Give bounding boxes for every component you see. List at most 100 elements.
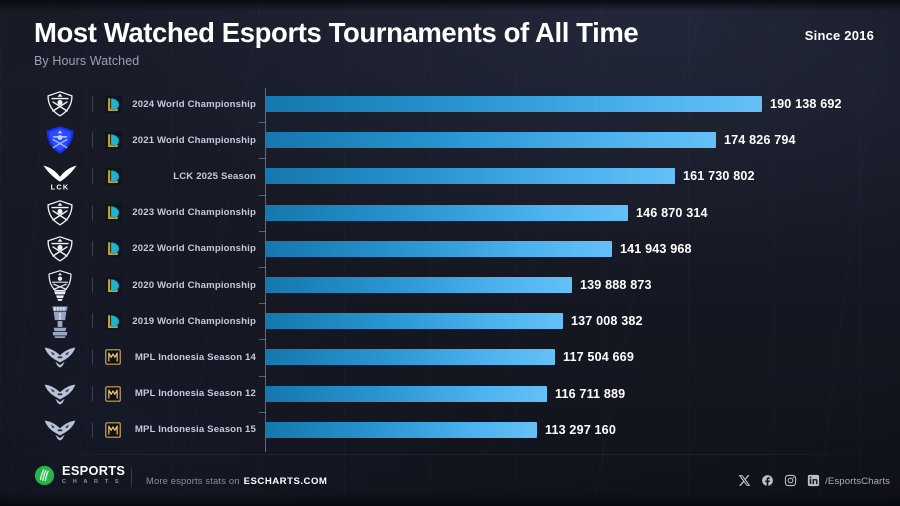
footer-separator (131, 468, 132, 487)
league-of-legends-icon (104, 276, 122, 294)
brand-name: ESPORTS (62, 463, 126, 479)
row-divider (92, 313, 93, 329)
chart-row: 2019 World Championship 137 008 382 (0, 303, 900, 339)
mobile-legends-icon (105, 421, 121, 438)
svg-text:LCK: LCK (51, 183, 70, 192)
footer-more-text: More esports stats on ESCHARTS.COM (146, 476, 327, 487)
league-of-legends-icon (104, 204, 122, 222)
axis-tick (259, 230, 266, 232)
row-divider (92, 241, 93, 257)
value-bar[interactable] (266, 421, 537, 438)
page-title: Most Watched Esports Tournaments of All … (34, 17, 639, 48)
since-label: Since 2016 (804, 28, 874, 43)
game-icon-cell (100, 376, 126, 412)
game-icon-cell (100, 412, 126, 448)
axis-tick (259, 411, 266, 413)
chart-row: 2021 World Championship 174 826 794 (0, 122, 900, 158)
game-icon-cell (100, 231, 126, 267)
header: Most Watched Esports Tournaments of All … (34, 18, 874, 74)
tournament-logo: LCK (34, 158, 86, 194)
league-of-legends-icon (104, 95, 122, 113)
axis-tick (259, 194, 266, 196)
tournament-name: 2024 World Championship (132, 98, 256, 110)
game-icon-cell (100, 267, 126, 303)
bottom-edge-band (0, 492, 900, 506)
worlds-2019-trophy-logo (52, 306, 68, 339)
value-bar[interactable] (266, 132, 716, 149)
x-icon[interactable] (738, 474, 751, 487)
axis-tick (259, 158, 266, 160)
chart-row: MPL Indonesia Season 12 116 711 889 (0, 375, 900, 412)
esports-charts-logo[interactable]: ESPORTS C H A R T S (34, 463, 126, 486)
row-divider (92, 422, 93, 438)
leaf-logo-icon (34, 465, 55, 486)
value-bar[interactable] (266, 313, 563, 330)
value-label: 161 730 802 (683, 169, 755, 184)
brand-wordmark: ESPORTS C H A R T S (62, 463, 126, 486)
worlds-white-logo (47, 91, 73, 117)
chart-row: MPL Indonesia Season 15 113 297 160 (0, 411, 900, 448)
tournament-logo (34, 267, 86, 303)
site-link[interactable]: ESCHARTS.COM (243, 476, 328, 487)
value-bar[interactable] (266, 168, 675, 185)
tournament-logo (34, 303, 86, 339)
page-subtitle: By Hours Watched (34, 54, 140, 69)
game-icon-cell (100, 303, 126, 339)
value-bar[interactable] (266, 349, 555, 366)
mpl-indonesia-logo (44, 384, 76, 405)
league-of-legends-icon (104, 131, 122, 149)
worlds-2020-logo (48, 270, 72, 301)
game-icon-cell (100, 122, 126, 158)
tournament-name: 2021 World Championship (132, 134, 256, 146)
lck-logo: LCK (43, 166, 77, 192)
tournament-logo (34, 339, 86, 375)
value-label: 116 711 889 (555, 386, 626, 401)
tournament-name: 2020 World Championship (132, 279, 256, 291)
chart-row: 2020 World Championship 139 888 873 (0, 266, 900, 303)
axis-tick (259, 266, 266, 268)
mobile-legends-icon (105, 385, 121, 402)
axis-tick (259, 339, 266, 341)
row-divider (92, 168, 93, 184)
row-divider (92, 132, 93, 148)
row-divider (92, 277, 93, 293)
value-label: 141 943 968 (620, 241, 692, 256)
mpl-indonesia-logo (44, 348, 76, 369)
value-label: 117 504 669 (563, 350, 634, 365)
facebook-icon[interactable] (761, 474, 774, 487)
value-bar[interactable] (266, 277, 572, 294)
value-label: 113 297 160 (545, 422, 616, 437)
tournament-logo (34, 376, 86, 412)
chart-row: LCK LCK 2025 Season 161 730 802 (0, 158, 900, 194)
value-label: 146 870 314 (636, 205, 708, 220)
tournament-name: 2022 World Championship (132, 243, 256, 255)
chart-axis-line (265, 88, 266, 452)
value-bar[interactable] (266, 385, 547, 402)
game-icon-cell (100, 339, 126, 375)
worlds-white-logo (47, 199, 73, 226)
chart-row: 2024 World Championship 190 138 692 (0, 86, 900, 122)
row-divider (92, 386, 93, 402)
chart-row: 2022 World Championship 141 943 968 (0, 230, 900, 267)
mpl-indonesia-logo (44, 420, 76, 441)
league-of-legends-icon (104, 240, 122, 258)
brand-subname: C H A R T S (62, 479, 122, 486)
row-divider (92, 96, 93, 112)
more-stats-label: More esports stats on (146, 476, 240, 486)
tournament-logo (34, 231, 86, 267)
chart-row: 2023 World Championship 146 870 314 (0, 194, 900, 231)
footer: ESPORTS C H A R T S More esports stats o… (0, 454, 900, 506)
bar-chart: 2024 World Championship 190 138 692 2021… (0, 86, 900, 454)
game-icon-cell (100, 158, 126, 194)
instagram-icon[interactable] (784, 474, 797, 487)
row-divider (92, 205, 93, 221)
value-bar[interactable] (266, 240, 612, 257)
top-edge-band (0, 0, 900, 11)
tournament-name: MPL Indonesia Season 14 (134, 351, 256, 363)
linkedin-icon[interactable] (807, 474, 820, 487)
tournament-name: 2019 World Championship (132, 315, 256, 327)
tournament-name: MPL Indonesia Season 15 (134, 424, 256, 436)
value-bar[interactable] (266, 204, 628, 221)
value-bar[interactable] (266, 96, 762, 113)
